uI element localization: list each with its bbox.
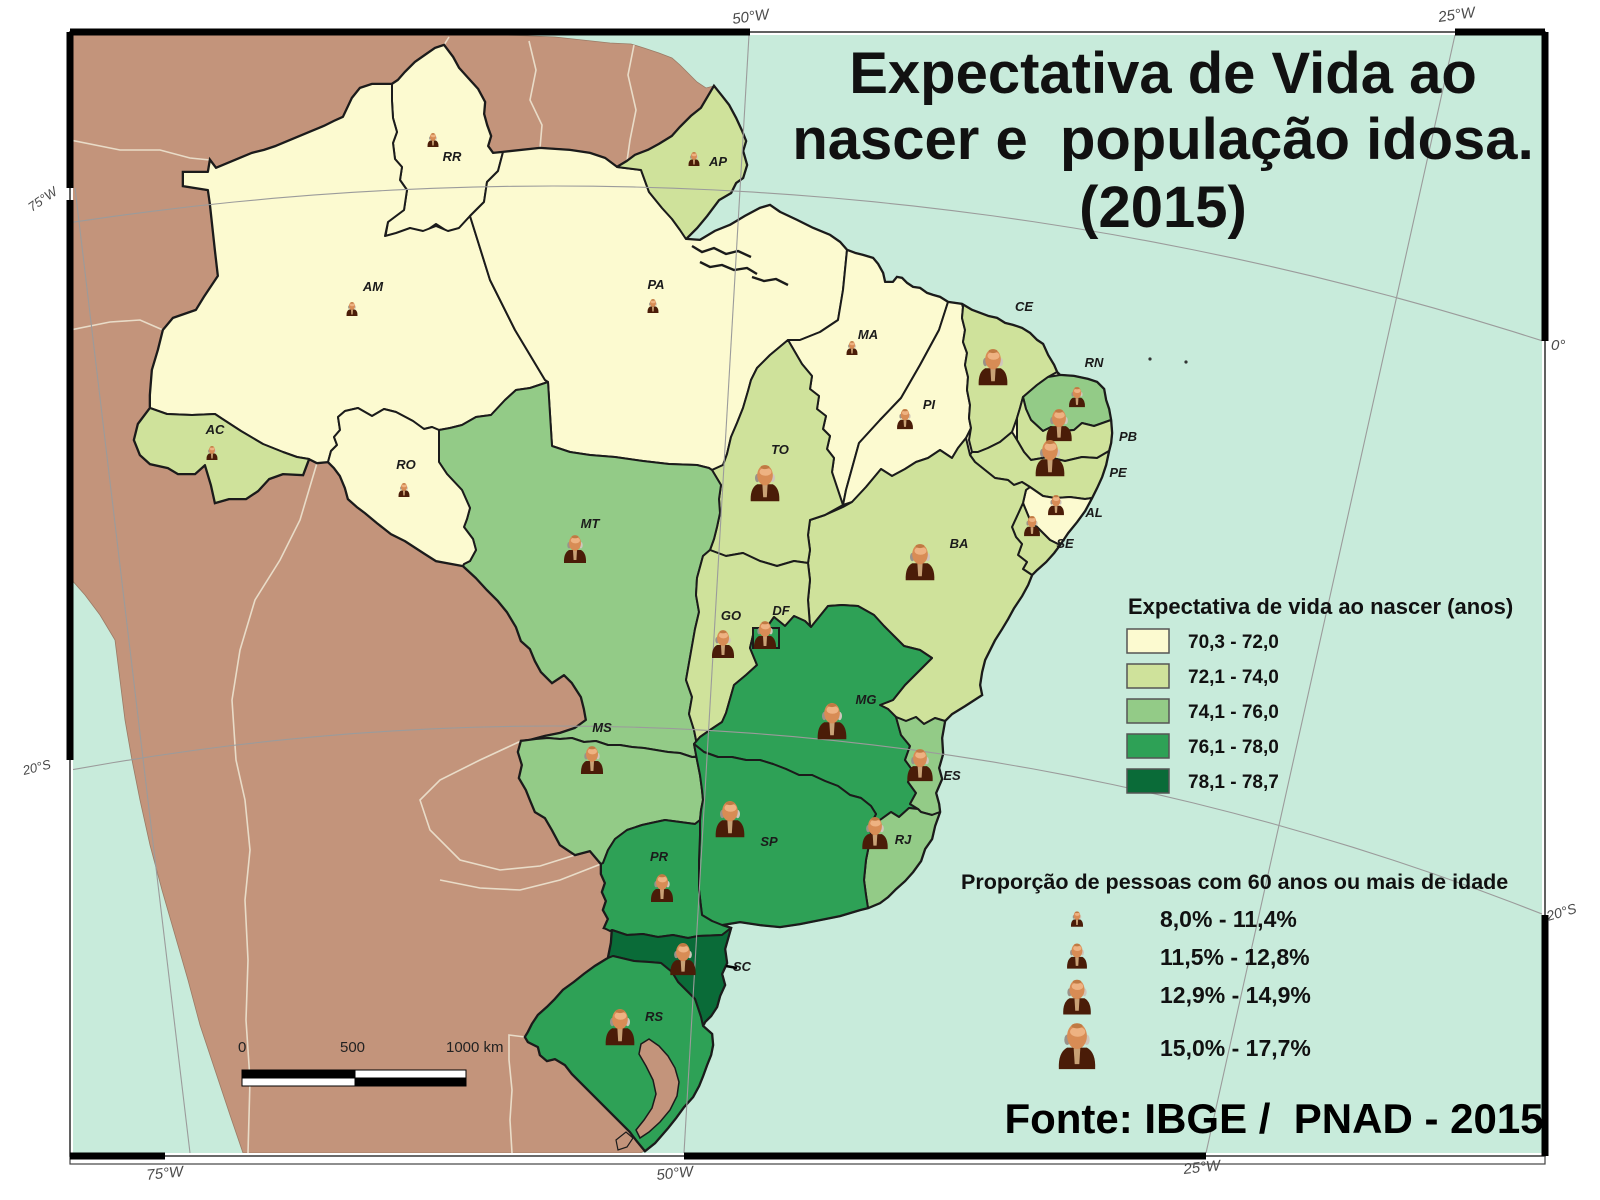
- svg-text:RS: RS: [645, 1009, 663, 1024]
- svg-text:500: 500: [340, 1039, 365, 1056]
- svg-text:RN: RN: [1085, 355, 1104, 370]
- svg-text:AC: AC: [205, 422, 225, 437]
- svg-text:75°W: 75°W: [146, 1163, 186, 1184]
- svg-text:RO: RO: [396, 457, 416, 472]
- svg-text:76,1 - 78,0: 76,1 - 78,0: [1188, 737, 1279, 758]
- svg-text:50°W: 50°W: [731, 6, 772, 28]
- svg-text:8,0% - 11,4%: 8,0% - 11,4%: [1160, 906, 1297, 932]
- svg-text:AL: AL: [1084, 505, 1102, 520]
- svg-text:12,9% - 14,9%: 12,9% - 14,9%: [1160, 982, 1311, 1008]
- svg-text:SC: SC: [733, 959, 752, 974]
- svg-text:AP: AP: [708, 154, 727, 169]
- svg-text:RJ: RJ: [895, 832, 912, 847]
- svg-text:MG: MG: [856, 692, 877, 707]
- svg-text:MT: MT: [581, 516, 601, 531]
- svg-text:ES: ES: [943, 768, 961, 783]
- svg-text:70,3 - 72,0: 70,3 - 72,0: [1188, 632, 1279, 653]
- svg-text:PB: PB: [1119, 429, 1137, 444]
- svg-text:SE: SE: [1056, 536, 1074, 551]
- svg-text:nascer e população idosa.: nascer e população idosa.: [792, 107, 1533, 172]
- svg-text:Fonte: IBGE / PNAD - 2015: Fonte: IBGE / PNAD - 2015: [1004, 1095, 1543, 1142]
- svg-text:SP: SP: [760, 834, 778, 849]
- svg-text:PA: PA: [647, 277, 664, 292]
- svg-text:74,1 - 76,0: 74,1 - 76,0: [1188, 702, 1279, 723]
- svg-text:GO: GO: [721, 608, 741, 623]
- svg-text:0: 0: [238, 1039, 246, 1056]
- svg-text:50°W: 50°W: [656, 1163, 696, 1184]
- svg-text:MS: MS: [592, 720, 612, 735]
- svg-text:25°W: 25°W: [1436, 4, 1478, 26]
- svg-text:Expectativa de Vida ao: Expectativa de Vida ao: [849, 41, 1477, 106]
- svg-text:15,0% - 17,7%: 15,0% - 17,7%: [1160, 1035, 1311, 1061]
- svg-text:DF: DF: [772, 603, 790, 618]
- svg-text:11,5% - 12,8%: 11,5% - 12,8%: [1160, 944, 1310, 970]
- svg-text:25°W: 25°W: [1182, 1157, 1223, 1178]
- svg-text:TO: TO: [771, 442, 789, 457]
- svg-text:20°S: 20°S: [20, 756, 52, 778]
- svg-text:RR: RR: [443, 149, 462, 164]
- svg-text:72,1 - 74,0: 72,1 - 74,0: [1188, 667, 1279, 688]
- svg-text:MA: MA: [858, 327, 878, 342]
- svg-text:PR: PR: [650, 849, 669, 864]
- svg-text:PE: PE: [1109, 465, 1127, 480]
- svg-text:CE: CE: [1015, 299, 1033, 314]
- svg-text:78,1 - 78,7: 78,1 - 78,7: [1188, 772, 1279, 793]
- svg-text:(2015): (2015): [1079, 175, 1247, 240]
- svg-text:1000 km: 1000 km: [446, 1039, 504, 1056]
- svg-text:BA: BA: [950, 536, 969, 551]
- svg-text:AM: AM: [362, 279, 384, 294]
- svg-text:Expectativa de vida ao nascer: Expectativa de vida ao nascer (anos): [1128, 594, 1513, 619]
- svg-text:PI: PI: [923, 397, 936, 412]
- svg-text:Proporção de pessoas com 60 an: Proporção de pessoas com 60 anos ou mais…: [961, 870, 1508, 894]
- svg-text:0°: 0°: [1551, 337, 1565, 354]
